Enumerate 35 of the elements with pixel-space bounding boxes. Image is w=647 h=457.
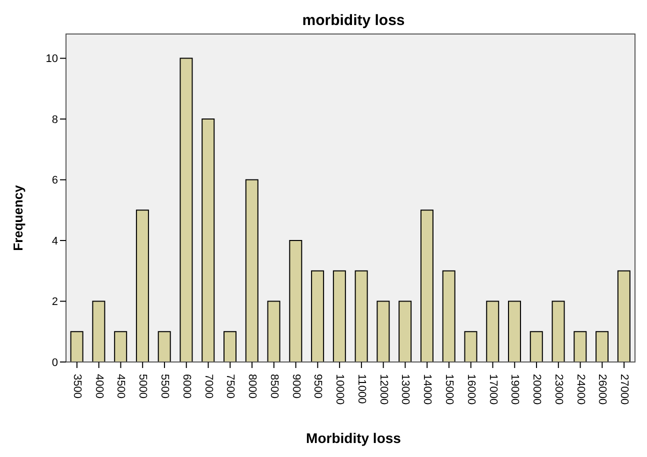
x-tick-label: 16000 [464, 374, 477, 405]
x-tick-label: 17000 [486, 374, 499, 405]
x-tick-label: 11000 [355, 374, 368, 404]
x-tick-label: 15000 [442, 374, 455, 405]
x-tick-label: 10000 [334, 374, 346, 405]
chart-title: morbidity loss [301, 12, 406, 29]
x-tick-label: 7000 [202, 374, 214, 398]
x-tick-label: 9000 [290, 374, 302, 398]
x-tick-label: 6000 [180, 374, 192, 398]
x-tick-label: 23000 [552, 374, 564, 405]
x-tick-label: 9500 [312, 374, 324, 398]
x-tick-label: 3500 [70, 374, 83, 398]
x-tick-label: 26000 [596, 374, 608, 405]
x-axis-title: Morbidity loss [305, 430, 402, 446]
x-tick-label: 5500 [158, 374, 170, 398]
x-tick-label: 24000 [574, 374, 586, 405]
y-tick-label: 0 [52, 356, 58, 369]
x-tick-label: 8500 [268, 374, 280, 398]
x-tick-label: 5000 [136, 374, 149, 398]
y-tick-label: 4 [52, 235, 58, 248]
y-axis-title: Frequency [10, 185, 26, 251]
x-tick-label: 13000 [399, 374, 412, 405]
x-tick-label: 4500 [114, 374, 127, 398]
x-tick-label: 4000 [92, 374, 105, 398]
y-tick-label: 10 [46, 53, 58, 66]
x-tick-label: 12000 [377, 374, 390, 405]
x-tick-label: 19000 [508, 374, 521, 405]
x-tick-label: 7500 [224, 374, 236, 398]
x-tick-label: 27000 [618, 374, 630, 405]
y-tick-label: 2 [52, 296, 58, 308]
x-tick-label: 14000 [421, 374, 434, 405]
y-tick-label: 8 [52, 114, 58, 126]
x-tick-label: 20000 [530, 374, 543, 405]
x-tick-label: 8000 [246, 374, 258, 398]
y-tick-label: 6 [52, 174, 58, 187]
